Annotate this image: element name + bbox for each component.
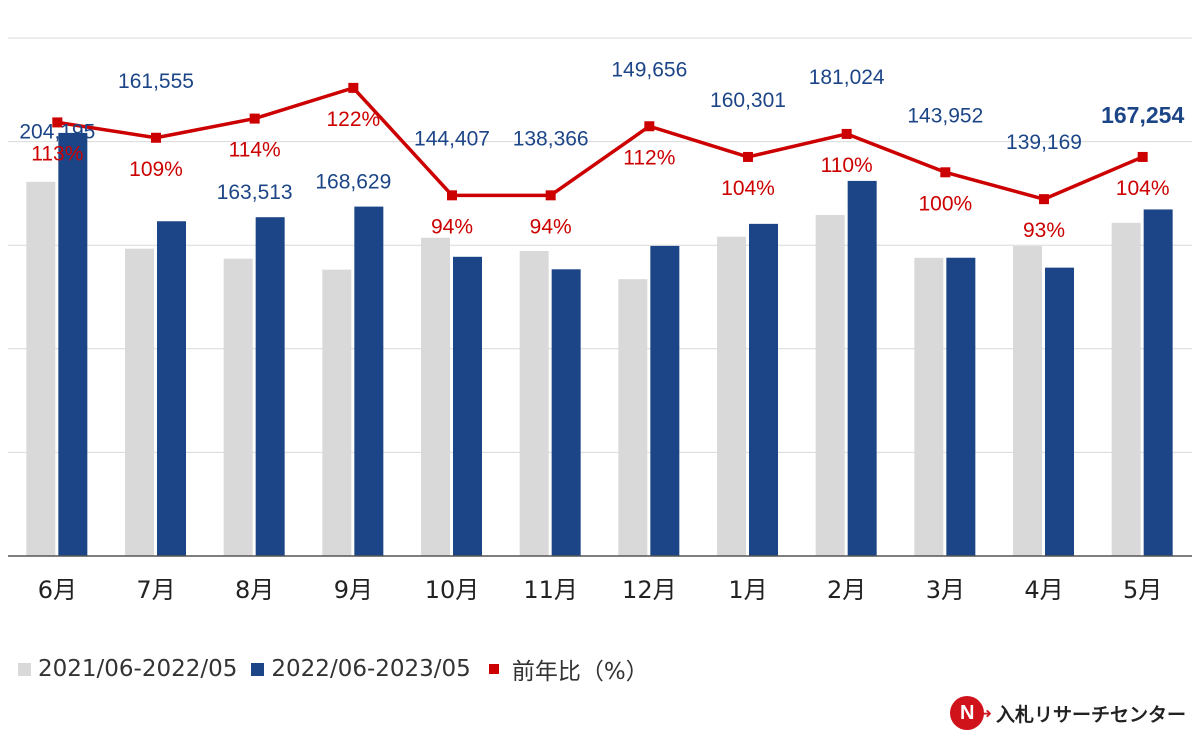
legend-label-yoy: 前年比（%） bbox=[511, 659, 649, 685]
yoy-point bbox=[644, 121, 655, 132]
bar-prev-year bbox=[1013, 246, 1042, 556]
current-year-data-label: 163,513 bbox=[217, 181, 293, 204]
bar-prev-year bbox=[421, 237, 450, 557]
brand-logo: N ➜ 入札リサーチセンター bbox=[950, 696, 1186, 730]
legend-item-yoy: 前年比（%） bbox=[485, 652, 649, 686]
yoy-point bbox=[348, 82, 359, 93]
current-year-data-label: 167,254 bbox=[1101, 102, 1184, 128]
yoy-data-label: 114% bbox=[229, 139, 281, 162]
bar-prev-year bbox=[914, 257, 944, 556]
x-tick-label: 1月 bbox=[728, 576, 767, 604]
yoy-data-label: 110% bbox=[821, 154, 873, 177]
x-tick-label: 11月 bbox=[523, 576, 578, 604]
bar-prev-year bbox=[519, 251, 549, 557]
yoy-data-label: 94% bbox=[530, 215, 572, 238]
legend-label-current-year: 2022/06-2023/05 bbox=[271, 656, 471, 682]
current-year-data-label: 160,301 bbox=[710, 89, 786, 112]
x-tick-label: 7月 bbox=[136, 576, 175, 604]
yoy-line bbox=[57, 86, 1144, 201]
bar-prev-year bbox=[1111, 222, 1141, 557]
yoy-point bbox=[1039, 194, 1049, 205]
yoy-point bbox=[52, 117, 63, 128]
bar-current-year bbox=[847, 180, 877, 556]
bar-prev-year bbox=[125, 248, 154, 556]
yoy-point bbox=[249, 113, 260, 124]
x-tick-label: 10月 bbox=[425, 576, 480, 604]
legend-swatch-prev-year bbox=[18, 662, 31, 676]
legend-swatch-yoy bbox=[488, 664, 499, 674]
x-tick-label: 4月 bbox=[1024, 576, 1063, 604]
yoy-point bbox=[841, 128, 852, 139]
x-tick-label: 2月 bbox=[827, 576, 866, 604]
legend-label-prev-year: 2021/06-2022/05 bbox=[38, 656, 238, 682]
yoy-data-label: 104% bbox=[721, 177, 775, 200]
bar-current-year bbox=[157, 221, 186, 556]
yoy-data-label: 100% bbox=[918, 192, 972, 215]
current-year-data-label: 181,024 bbox=[809, 66, 885, 89]
legend-item-prev-year: 2021/06-2022/05 bbox=[18, 656, 237, 682]
bar-prev-year bbox=[322, 269, 352, 556]
yoy-point bbox=[1137, 151, 1148, 162]
yoy-data-label: 94% bbox=[431, 215, 473, 238]
bar-current-year bbox=[255, 217, 285, 557]
legend: 2021/06-2022/05 2022/06-2023/05 前年比（%） bbox=[18, 652, 663, 686]
yoy-data-label: 109% bbox=[129, 158, 183, 181]
bar-prev-year bbox=[717, 236, 746, 556]
bar-current-year bbox=[1143, 209, 1173, 556]
legend-swatch-current-year bbox=[251, 662, 265, 676]
current-year-data-label: 149,656 bbox=[611, 58, 687, 81]
current-year-data-label: 168,629 bbox=[315, 171, 391, 194]
x-tick-label: 3月 bbox=[926, 576, 965, 604]
bar-current-year bbox=[650, 245, 680, 556]
current-year-data-label: 161,555 bbox=[118, 70, 194, 93]
bar-prev-year bbox=[26, 181, 56, 556]
current-year-data-label: 204,195 bbox=[19, 120, 95, 143]
yoy-data-label: 112% bbox=[623, 146, 675, 169]
bar-prev-year bbox=[223, 258, 253, 556]
yoy-point bbox=[743, 151, 753, 162]
yoy-data-label: 93% bbox=[1023, 219, 1065, 242]
bar-current-year bbox=[551, 269, 581, 556]
legend-item-current-year: 2022/06-2023/05 bbox=[251, 656, 471, 682]
x-tick-label: 5月 bbox=[1123, 576, 1162, 604]
current-year-data-label: 139,169 bbox=[1006, 131, 1082, 154]
bar-prev-year bbox=[618, 279, 648, 556]
yoy-point bbox=[940, 167, 951, 178]
bar-current-year bbox=[749, 223, 778, 556]
yoy-data-label: 122% bbox=[326, 108, 380, 131]
x-tick-label: 8月 bbox=[235, 576, 274, 604]
yoy-point bbox=[151, 132, 161, 143]
current-year-data-label: 143,952 bbox=[907, 104, 983, 127]
bar-current-year bbox=[354, 206, 384, 556]
bar-current-year bbox=[58, 132, 88, 556]
current-year-data-label: 138,366 bbox=[513, 127, 589, 150]
yoy-point bbox=[447, 190, 457, 201]
logo-arrow-icon: ➜ bbox=[980, 704, 992, 721]
current-year-data-label: 144,407 bbox=[414, 127, 490, 150]
x-tick-label: 12月 bbox=[622, 576, 677, 604]
bar-current-year bbox=[946, 257, 976, 556]
yoy-data-label: 113% bbox=[31, 142, 83, 165]
x-tick-label: 6月 bbox=[38, 576, 77, 604]
bar-prev-year bbox=[815, 214, 845, 557]
logo-mark: N bbox=[950, 696, 985, 730]
x-tick-label: 9月 bbox=[334, 576, 373, 604]
yoy-point bbox=[545, 190, 556, 201]
logo-text: 入札リサーチセンター bbox=[995, 703, 1186, 726]
bar-current-year bbox=[453, 256, 482, 556]
bar-current-year bbox=[1045, 267, 1074, 556]
yoy-data-label: 104% bbox=[1116, 177, 1170, 200]
